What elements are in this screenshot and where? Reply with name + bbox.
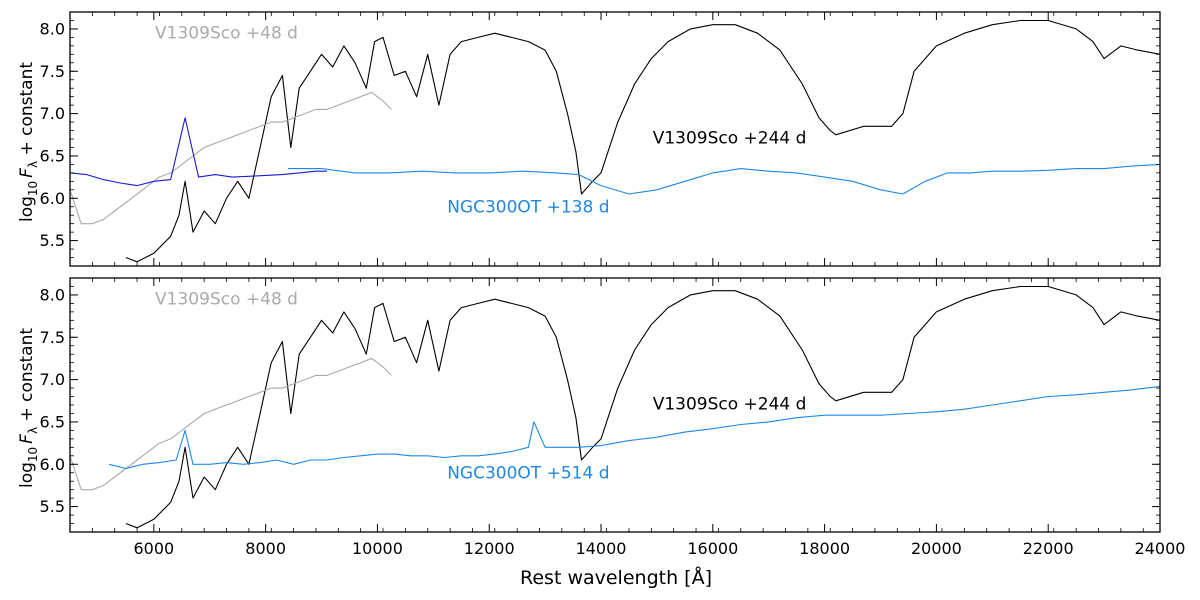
series-annotation: NGC300OT +514 d — [447, 464, 609, 484]
y-label-log: log — [17, 196, 37, 222]
y-label-f: F — [17, 434, 37, 444]
y-tick-label: 8.0 — [40, 19, 65, 38]
y-tick-label: 5.5 — [40, 231, 65, 250]
y-label-suffix: + constant — [17, 328, 37, 427]
x-tick-label: 16000 — [687, 539, 738, 558]
x-tick-label: 12000 — [464, 539, 515, 558]
y-tick-label: 6.5 — [40, 412, 65, 431]
series-line-0 — [125, 285, 1160, 529]
top-panel: 5.5 6.0 6.5 7.0 7.5 8.0 V1309Sco +48 d V1309Sco… — [40, 11, 1161, 267]
x-axis-label: Rest wavelength [Å] — [520, 566, 712, 589]
y-tick-label: 7.0 — [40, 370, 65, 389]
y-label-sub: 10 — [26, 447, 40, 462]
series-group — [70, 285, 1160, 529]
x-tick-label: 18000 — [799, 539, 850, 558]
series-annotation: NGC300OT +138 d — [447, 198, 609, 218]
y-tick-label: 5.5 — [40, 497, 65, 516]
y-label-suffix: + constant — [17, 62, 37, 161]
x-tick-label: 22000 — [1023, 539, 1074, 558]
series-line-1 — [70, 91, 392, 225]
x-tick-label: 20000 — [911, 539, 962, 558]
y-tick-label: 7.5 — [40, 62, 65, 81]
x-tick-label: 10000 — [352, 539, 403, 558]
y-label-lambda: λ — [26, 161, 40, 168]
y-tick-label: 6.0 — [40, 455, 65, 474]
series-line-2 — [70, 117, 328, 187]
y-axis-label-bottom: log10 Fλ + constant — [17, 328, 40, 488]
series-line-2 — [108, 385, 1160, 470]
y-label-log: log — [17, 462, 37, 488]
series-line-0 — [125, 19, 1160, 263]
series-line-3 — [288, 163, 1160, 195]
y-label-sub: 10 — [26, 181, 40, 196]
y-tick-label: 7.0 — [40, 104, 65, 123]
y-tick-label: 7.5 — [40, 328, 65, 347]
y-tick-label: 6.0 — [40, 189, 65, 208]
x-tick-label: 8000 — [245, 539, 286, 558]
y-label-f: F — [17, 168, 37, 178]
bottom-panel: 6000 8000 10000 12000 14000 16000 18000 20000 22… — [40, 277, 1186, 558]
series-annotation: V1309Sco +48 d — [155, 23, 298, 43]
series-line-1 — [70, 357, 392, 491]
y-axis-label-top: log10 Fλ + constant — [17, 62, 40, 222]
series-group — [70, 19, 1160, 263]
series-annotation: V1309Sco +48 d — [155, 289, 298, 309]
x-tick-label: 6000 — [133, 539, 174, 558]
y-tick-label: 6.5 — [40, 146, 65, 165]
series-annotation: V1309Sco +244 d — [653, 394, 807, 414]
x-tick-label: 14000 — [576, 539, 627, 558]
y-label-lambda: λ — [26, 427, 40, 434]
x-tick-label: 24000 — [1135, 539, 1186, 558]
y-tick-label: 8.0 — [40, 285, 65, 304]
series-annotation: V1309Sco +244 d — [653, 128, 807, 148]
